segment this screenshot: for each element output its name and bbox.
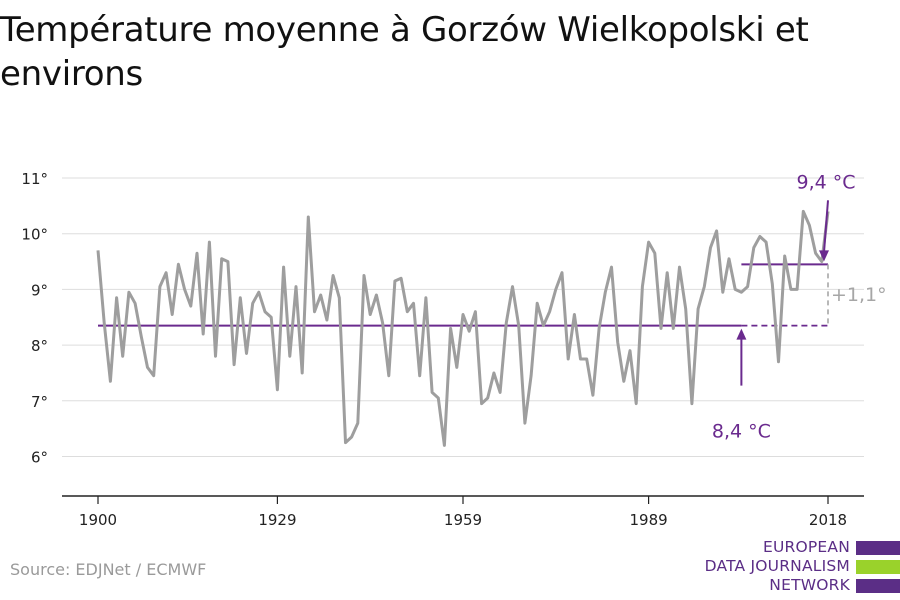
edjnet-logo[interactable]: EUROPEAN DATA JOURNALISM NETWORK	[690, 538, 900, 596]
x-axis-ticks: 1900 1929 1959 1989 2018	[79, 496, 847, 529]
x-tick-label: 2018	[809, 511, 847, 529]
y-tick-label: 10°	[21, 226, 48, 244]
recent-label: 9,4 °C	[796, 171, 855, 193]
baseline-arrow-head	[736, 328, 747, 340]
x-tick-label: 1900	[79, 511, 117, 529]
y-tick-label: 7°	[31, 393, 48, 411]
logo-bar-purple-top	[856, 541, 900, 555]
x-tick-label: 1989	[629, 511, 667, 529]
y-axis-ticks: 6° 7° 8° 9° 10° 11°	[21, 170, 48, 467]
difference-label: +1,1°	[831, 284, 887, 306]
recent-arrow-head	[819, 250, 829, 262]
y-tick-label: 11°	[21, 170, 48, 188]
annotations: +1,1° 8,4 °C 9,4 °C	[712, 171, 887, 442]
logo-bar-green	[856, 560, 900, 574]
logo-bar-purple-bottom	[856, 579, 900, 593]
logo-line-1: EUROPEAN	[762, 538, 850, 556]
x-tick-label: 1929	[258, 511, 296, 529]
recent-arrow-shaft	[823, 200, 829, 253]
grid-lines	[62, 177, 864, 457]
baseline-label: 8,4 °C	[712, 421, 771, 443]
logo-line-2: DATA JOURNALISM	[704, 557, 850, 575]
y-tick-label: 9°	[31, 281, 48, 299]
y-tick-label: 6°	[31, 449, 48, 467]
logo-line-3: NETWORK	[769, 576, 850, 594]
chart-title: Température moyenne à Gorzów Wielkopolsk…	[0, 10, 809, 94]
source-note: Source: EDJNet / ECMWF	[10, 560, 207, 579]
x-tick-label: 1959	[444, 511, 482, 529]
series-line	[96, 209, 830, 447]
y-tick-label: 8°	[31, 337, 48, 355]
